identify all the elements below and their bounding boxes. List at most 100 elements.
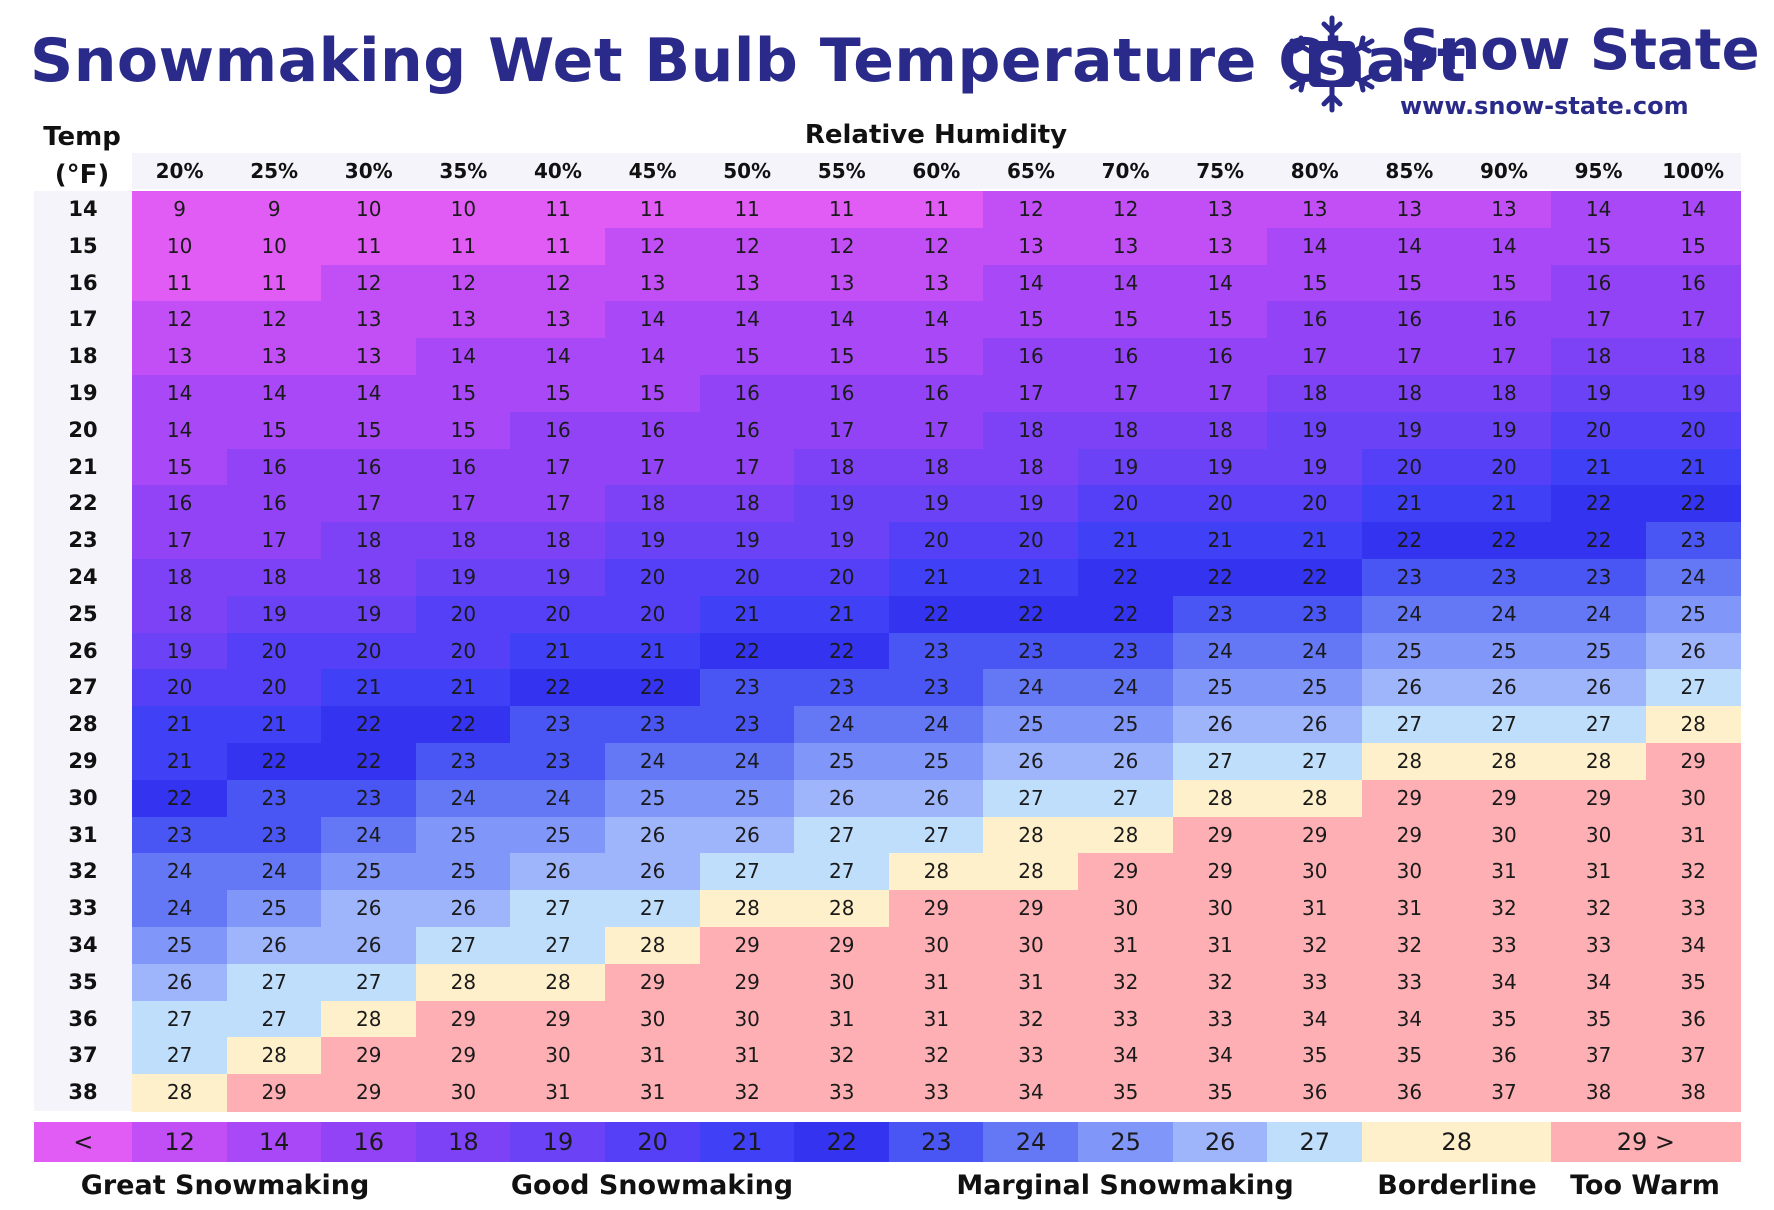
wet-bulb-cell: 20: [983, 522, 1079, 560]
wet-bulb-cell: 12: [510, 264, 606, 302]
legend-swatch: 24: [983, 1122, 1079, 1162]
wet-bulb-cell: 14: [1361, 227, 1457, 266]
wet-bulb-cell: 23: [699, 706, 795, 744]
wet-bulb-cell: 17: [321, 485, 417, 523]
wet-bulb-cell: 21: [983, 559, 1079, 597]
wet-bulb-cell: 27: [1267, 743, 1363, 781]
wet-bulb-cell: 16: [1267, 301, 1363, 339]
legend-swatch: 18: [415, 1122, 511, 1162]
temperature-row-label: 27: [34, 669, 132, 707]
wet-bulb-cell: 13: [1361, 191, 1457, 229]
legend-swatch: 25: [1078, 1122, 1174, 1162]
wet-bulb-cell: 18: [1551, 338, 1647, 376]
wet-bulb-cell: 29: [605, 963, 701, 1002]
wet-bulb-cell: 25: [605, 779, 701, 818]
wet-bulb-cell: 14: [226, 375, 322, 413]
wet-bulb-cell: 15: [226, 411, 322, 450]
wet-bulb-cell: 22: [699, 632, 795, 670]
wet-bulb-cell: 26: [1456, 669, 1552, 707]
humidity-column-header: 75%: [1172, 153, 1268, 189]
wet-bulb-cell: 10: [226, 227, 322, 266]
wet-bulb-cell: 15: [415, 411, 511, 450]
wet-bulb-cell: 18: [132, 559, 228, 597]
wet-bulb-cell: 16: [226, 448, 322, 486]
wet-bulb-cell: 30: [605, 1000, 701, 1038]
wet-bulb-cell: 29: [794, 927, 890, 965]
wet-bulb-cell: 34: [1456, 963, 1552, 1002]
wet-bulb-cell: 31: [510, 1074, 606, 1112]
wet-bulb-cell: 27: [794, 853, 890, 891]
wet-bulb-cell: 13: [415, 301, 511, 339]
wet-bulb-cell: 18: [321, 522, 417, 560]
wet-bulb-cell: 21: [415, 669, 511, 707]
wet-bulb-cell: 20: [888, 522, 984, 560]
wet-bulb-cell: 19: [1361, 411, 1457, 450]
humidity-column-header: 55%: [794, 153, 890, 189]
humidity-column-header: 70%: [1078, 153, 1174, 189]
wet-bulb-cell: 14: [605, 338, 701, 376]
wet-bulb-cell: 29: [415, 1037, 511, 1075]
wet-bulb-cell: 24: [321, 816, 417, 854]
wet-bulb-cell: 16: [1456, 301, 1552, 339]
wet-bulb-cell: 20: [1551, 411, 1647, 450]
wet-bulb-cell: 29: [415, 1000, 511, 1038]
wet-bulb-cell: 22: [605, 669, 701, 707]
wet-bulb-cell: 13: [1078, 227, 1174, 266]
wet-bulb-cell: 11: [510, 227, 606, 266]
wet-bulb-cell: 19: [1172, 448, 1268, 486]
wet-bulb-cell: 37: [1551, 1037, 1647, 1075]
wet-bulb-cell: 27: [1361, 706, 1457, 744]
wet-bulb-cell: 24: [415, 779, 511, 818]
wet-bulb-cell: 24: [888, 706, 984, 744]
wet-bulb-cell: 26: [699, 816, 795, 854]
temperature-row-label: 25: [34, 595, 132, 634]
temperature-row-label: 19: [34, 375, 132, 413]
wet-bulb-cell: 17: [1361, 338, 1457, 376]
wet-bulb-cell: 36: [1361, 1074, 1457, 1112]
wet-bulb-cell: 15: [321, 411, 417, 450]
wet-bulb-cell: 31: [888, 963, 984, 1002]
wet-bulb-cell: 9: [226, 191, 322, 229]
wet-bulb-cell: 17: [1645, 301, 1741, 339]
wet-bulb-cell: 35: [1361, 1037, 1457, 1075]
wet-bulb-cell: 31: [1361, 890, 1457, 928]
wet-bulb-cell: 20: [510, 595, 606, 634]
wet-bulb-cell: 21: [1361, 485, 1457, 523]
wet-bulb-cell: 16: [1551, 264, 1647, 302]
wet-bulb-cell: 21: [132, 706, 228, 744]
wet-bulb-cell: 26: [226, 927, 322, 965]
wet-bulb-cell: 12: [132, 301, 228, 339]
wet-bulb-cell: 22: [794, 632, 890, 670]
wet-bulb-cell: 12: [321, 264, 417, 302]
wet-bulb-cell: 27: [510, 890, 606, 928]
humidity-column-header: 85%: [1361, 153, 1457, 189]
temperature-row-label: 24: [34, 559, 132, 597]
wet-bulb-cell: 15: [794, 338, 890, 376]
wet-bulb-cell: 25: [1172, 669, 1268, 707]
wet-bulb-cell: 14: [1456, 227, 1552, 266]
wet-bulb-cell: 19: [1456, 411, 1552, 450]
wet-bulb-cell: 12: [605, 227, 701, 266]
wet-bulb-cell: 15: [1645, 227, 1741, 266]
legend-category-label: Great Snowmaking: [80, 1170, 370, 1201]
wet-bulb-cell: 28: [321, 1000, 417, 1038]
wet-bulb-cell: 22: [510, 669, 606, 707]
wet-bulb-cell: 18: [605, 485, 701, 523]
legend-swatch: 19: [510, 1122, 606, 1162]
wet-bulb-cell: 35: [1267, 1037, 1363, 1075]
wet-bulb-cell: 23: [794, 669, 890, 707]
wet-bulb-cell: 14: [699, 301, 795, 339]
wet-bulb-cell: 12: [1078, 191, 1174, 229]
wet-bulb-cell: 15: [605, 375, 701, 413]
wet-bulb-cell: 22: [132, 779, 228, 818]
wet-bulb-cell: 17: [1172, 375, 1268, 413]
wet-bulb-cell: 35: [1172, 1074, 1268, 1112]
wet-bulb-cell: 25: [321, 853, 417, 891]
wet-bulb-cell: 31: [1267, 890, 1363, 928]
wet-bulb-cell: 15: [699, 338, 795, 376]
wet-bulb-cell: 26: [605, 816, 701, 854]
wet-bulb-cell: 29: [1361, 779, 1457, 818]
wet-bulb-cell: 17: [132, 522, 228, 560]
wet-bulb-cell: 31: [1078, 927, 1174, 965]
humidity-column-header: 80%: [1267, 153, 1363, 189]
